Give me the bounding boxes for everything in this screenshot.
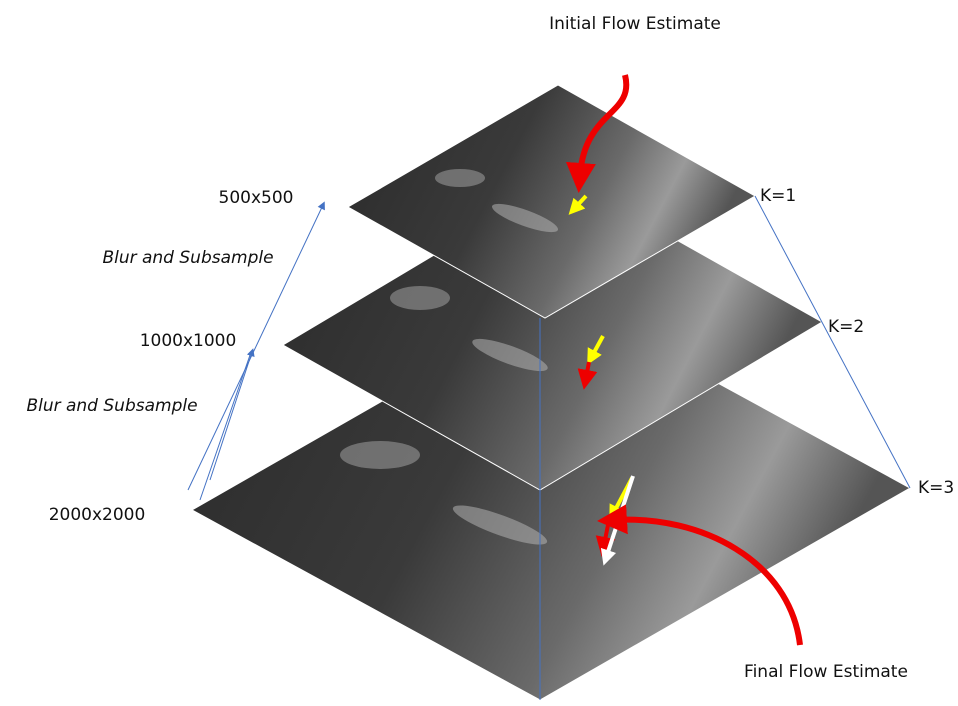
initial-label: Initial Flow Estimate (549, 14, 721, 34)
final-label: Final Flow Estimate (744, 662, 908, 682)
k-label: K=3 (918, 478, 954, 498)
pyramid-diagram: Initial Flow Estimate Final Flow Estimat… (0, 0, 958, 702)
size-label: 500x500 (219, 188, 294, 208)
size-label: 2000x2000 (49, 505, 146, 525)
cloud (390, 286, 450, 310)
guide-arrow (210, 352, 252, 480)
step-label: Blur and Subsample (26, 396, 197, 416)
size-label: 1000x1000 (140, 331, 237, 351)
guide-arrow (200, 355, 250, 500)
cloud (435, 169, 485, 187)
step-label: Blur and Subsample (102, 248, 273, 268)
k-label: K=2 (828, 317, 864, 337)
cloud (340, 441, 420, 469)
k-label: K=1 (760, 186, 796, 206)
